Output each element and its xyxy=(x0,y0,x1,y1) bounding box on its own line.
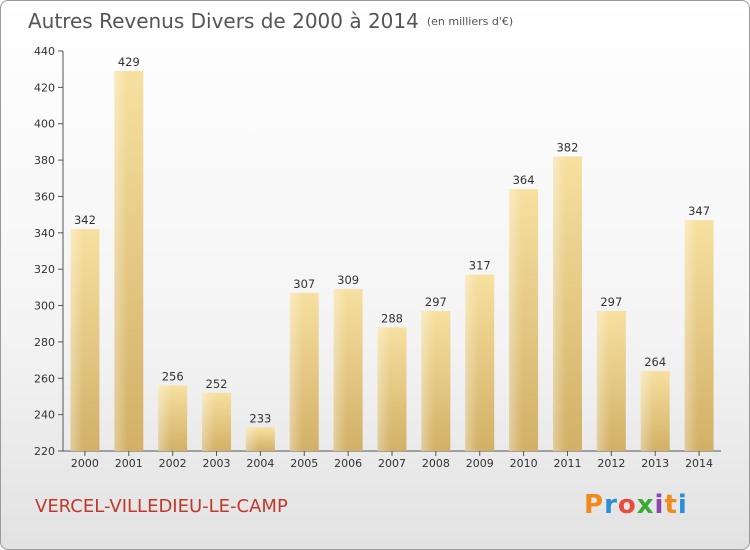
x-tick-label: 2008 xyxy=(422,457,450,470)
bar-highlight xyxy=(465,274,479,451)
y-tick-label: 220 xyxy=(34,445,55,458)
x-tick-label: 2000 xyxy=(71,457,99,470)
proxiti-logo[interactable]: Proxiti xyxy=(584,490,688,520)
x-tick-label: 2013 xyxy=(641,457,669,470)
value-label: 297 xyxy=(600,295,622,309)
brand-letter: o xyxy=(617,490,637,520)
y-tick-label: 280 xyxy=(34,336,55,349)
value-label: 364 xyxy=(513,173,535,187)
bar-highlight xyxy=(596,311,610,451)
bar-highlight xyxy=(70,229,84,451)
y-tick-label: 320 xyxy=(34,263,55,276)
value-label: 233 xyxy=(249,411,271,425)
value-label: 264 xyxy=(644,355,666,369)
bar-highlight xyxy=(640,371,654,451)
x-tick-label: 2001 xyxy=(115,457,143,470)
y-tick-label: 420 xyxy=(34,81,55,94)
y-tick-label: 260 xyxy=(34,372,55,385)
value-label: 347 xyxy=(688,204,710,218)
y-tick-label: 400 xyxy=(34,118,55,131)
y-tick-label: 340 xyxy=(34,227,55,240)
brand-letter: P xyxy=(584,490,605,520)
value-label: 256 xyxy=(162,370,184,384)
y-tick-label: 380 xyxy=(34,154,55,167)
chart-title-text: Autres Revenus Divers de 2000 à 2014 xyxy=(28,9,419,33)
x-tick-label: 2011 xyxy=(553,457,581,470)
x-tick-label: 2004 xyxy=(246,457,274,470)
y-tick-label: 240 xyxy=(34,409,55,422)
x-tick-label: 2010 xyxy=(510,457,538,470)
axes: 220 240 260 280 300 320 340 360 380 400 420 440 xyxy=(34,45,721,458)
brand-letter: i xyxy=(677,490,688,520)
x-tick-label: 2007 xyxy=(378,457,406,470)
x-tick-label: 2009 xyxy=(466,457,494,470)
y-tick-label: 360 xyxy=(34,190,55,203)
x-tick-label: 2006 xyxy=(334,457,362,470)
x-tick-label: 2005 xyxy=(290,457,318,470)
value-label: 309 xyxy=(337,273,359,287)
x-tick-label: 2014 xyxy=(685,457,713,470)
bar-highlight xyxy=(158,385,172,451)
value-label: 317 xyxy=(469,259,491,273)
labels-group: 2000 342 2001 429 2002 256 2003 252 2004 233 2005 3… xyxy=(71,55,713,470)
bar-highlight xyxy=(377,327,391,451)
brand-letter: x xyxy=(636,490,655,520)
y-tick-label: 440 xyxy=(34,45,55,58)
brand-letter: r xyxy=(604,490,618,520)
x-tick-label: 2012 xyxy=(597,457,625,470)
value-label: 429 xyxy=(118,55,140,69)
value-label: 342 xyxy=(74,213,96,227)
bar-highlight xyxy=(114,71,128,451)
value-label: 288 xyxy=(381,311,403,325)
bar-highlight xyxy=(245,427,259,451)
bar-highlight xyxy=(333,289,347,451)
commune-name: VERCEL-VILLEDIEU-LE-CAMP xyxy=(35,496,288,517)
bar-highlight xyxy=(684,220,698,451)
x-tick-label: 2003 xyxy=(203,457,231,470)
bar-highlight xyxy=(289,292,303,451)
unit-note: (en milliers d'€) xyxy=(426,15,514,28)
brand-letter: t xyxy=(664,490,678,520)
value-label: 382 xyxy=(556,140,578,154)
chart-title: Autres Revenus Divers de 2000 à 2014 (en … xyxy=(28,9,513,33)
bar-highlight xyxy=(421,311,435,451)
bar-highlight xyxy=(552,156,567,452)
bars-group xyxy=(70,71,714,452)
brand-letter: i xyxy=(654,490,665,520)
value-label: 252 xyxy=(206,377,228,391)
y-tick-label: 300 xyxy=(34,300,55,313)
bar-highlight xyxy=(202,392,216,451)
bar-highlight xyxy=(509,189,523,451)
value-label: 307 xyxy=(293,277,315,291)
x-tick-label: 2002 xyxy=(159,457,187,470)
value-label: 297 xyxy=(425,295,447,309)
